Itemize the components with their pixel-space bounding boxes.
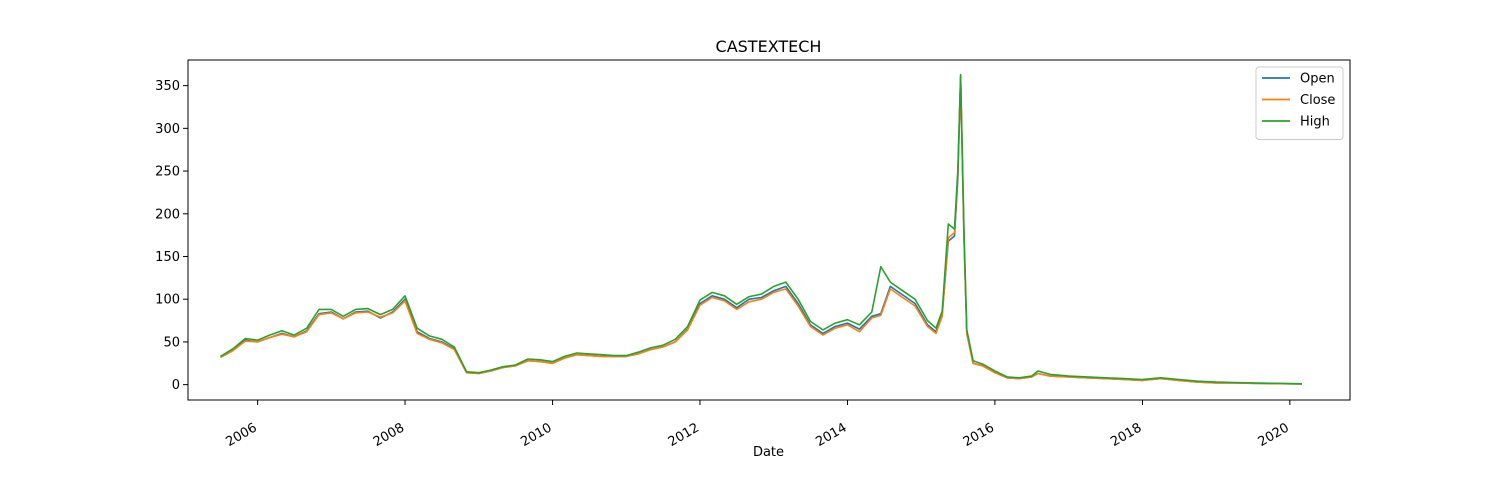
y-tick-label: 350 — [155, 79, 180, 94]
y-axis: 0 50 100 150 200 250 300 350 — [155, 79, 188, 393]
y-tick-label: 250 — [155, 165, 180, 180]
chart-title: CASTEXTECH — [716, 37, 822, 56]
y-tick-label: 200 — [155, 207, 180, 222]
plot-frame — [187, 59, 1351, 401]
legend: Open Close High — [1255, 66, 1344, 140]
legend-label-close: Close — [1300, 93, 1335, 108]
y-tick-label: 100 — [155, 293, 180, 308]
legend-label-open: Open — [1300, 72, 1335, 87]
series-layer — [220, 73, 1303, 385]
x-axis-label: Date — [753, 445, 784, 460]
y-tick-label: 300 — [155, 122, 180, 137]
legend-label-high: High — [1300, 115, 1330, 130]
y-tick-label: 0 — [172, 378, 180, 393]
y-tick-label: 150 — [155, 250, 180, 265]
y-tick-label: 50 — [163, 335, 180, 350]
series-line-close — [220, 78, 1303, 385]
series-line-high — [220, 73, 1303, 385]
